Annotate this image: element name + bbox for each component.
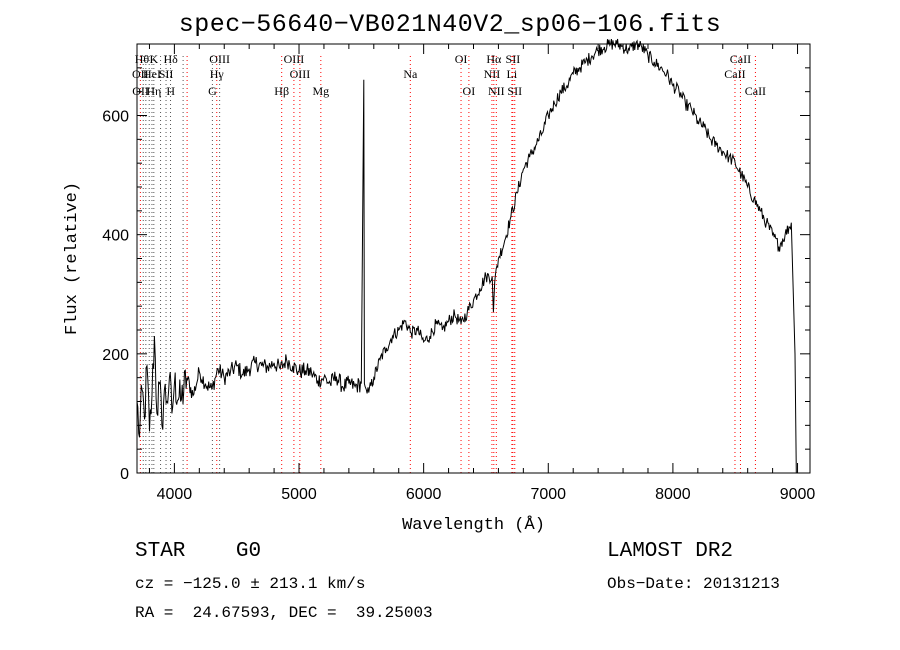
y-tick-label: 200 bbox=[102, 347, 129, 364]
line-label: HeI bbox=[143, 67, 161, 81]
line-label: CaII bbox=[724, 67, 745, 81]
plot-frame bbox=[136, 43, 811, 474]
line-label: Hα bbox=[486, 52, 502, 66]
y-axis-ticks: 0 200 400 600 bbox=[102, 67, 810, 483]
line-label: NII bbox=[488, 84, 505, 98]
y-tick-label: 400 bbox=[102, 228, 129, 245]
line-label: Na bbox=[403, 67, 418, 81]
line-label: Hγ bbox=[210, 67, 225, 81]
line-label: OIII bbox=[290, 67, 311, 81]
line-label: OI bbox=[463, 84, 476, 98]
line-label: SII bbox=[159, 67, 174, 81]
line-label: H bbox=[166, 84, 175, 98]
line-label: CaII bbox=[745, 84, 766, 98]
x-tick-label: 8000 bbox=[655, 486, 691, 503]
survey-name: LAMOST DR2 bbox=[607, 540, 734, 563]
line-label: K bbox=[149, 52, 158, 66]
y-tick-label: 600 bbox=[102, 109, 129, 126]
line-label: NII bbox=[484, 67, 501, 81]
redshift-velocity: cz = −125.0 ± 213.1 km/s bbox=[135, 575, 366, 593]
line-label: OI bbox=[455, 52, 468, 66]
x-axis-ticks: 4000 5000 6000 7000 8000 9000 bbox=[148, 44, 816, 503]
x-tick-label: 9000 bbox=[780, 486, 816, 503]
line-label: Hθ bbox=[135, 52, 150, 66]
line-label: OII bbox=[132, 67, 149, 81]
line-label: G bbox=[208, 84, 217, 98]
line-label: Mg bbox=[312, 84, 329, 98]
x-tick-label: 7000 bbox=[530, 486, 566, 503]
x-tick-label: 4000 bbox=[157, 486, 193, 503]
line-label: OIII bbox=[284, 52, 305, 66]
spectral-line-markers bbox=[139, 56, 756, 473]
chart-title: spec−56640−VB021N40V2_sp06−106.fits bbox=[178, 10, 722, 39]
object-classification: STAR G0 bbox=[135, 540, 261, 563]
x-tick-label: 6000 bbox=[406, 486, 442, 503]
line-label: Hη bbox=[146, 84, 161, 98]
line-label: Hδ bbox=[163, 52, 178, 66]
x-axis-label: Wavelength (Å) bbox=[402, 516, 545, 535]
line-label: CaII bbox=[730, 52, 751, 66]
spectrum-line bbox=[136, 38, 798, 474]
line-label: Hβ bbox=[274, 84, 289, 98]
x-tick-label: 5000 bbox=[281, 486, 317, 503]
line-label: OIII bbox=[209, 52, 230, 66]
observation-date: Obs−Date: 20131213 bbox=[607, 575, 780, 593]
y-axis-label: Flux (relative) bbox=[63, 182, 82, 335]
line-label: SII bbox=[507, 84, 522, 98]
line-label: OII bbox=[132, 84, 149, 98]
y-tick-label: 0 bbox=[120, 466, 129, 483]
object-subclass: G0 bbox=[235, 540, 262, 563]
object-class: STAR bbox=[135, 540, 186, 563]
line-label: SII bbox=[506, 52, 521, 66]
coordinates: RA = 24.67593, DEC = 39.25003 bbox=[135, 604, 433, 622]
line-label: Li bbox=[507, 67, 518, 81]
